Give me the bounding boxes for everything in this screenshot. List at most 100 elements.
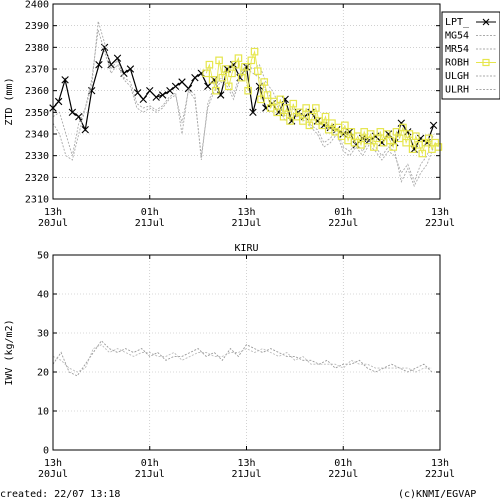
legend-marker (482, 58, 490, 67)
data-point (328, 119, 336, 127)
x-tick-label: 01h (141, 458, 159, 469)
series-0-line (52, 340, 433, 377)
data-point (312, 104, 320, 112)
data-point (215, 56, 223, 65)
data-point (126, 65, 135, 73)
x-tick-label: 22Jul (425, 469, 455, 480)
x-tick-label: 01h (334, 207, 352, 218)
data-point (283, 104, 291, 112)
data-point (139, 95, 147, 104)
x-tick-label: 13h (431, 458, 449, 469)
y-tick-label: 2360 (25, 86, 49, 97)
y-tick-label: 50 (37, 251, 49, 262)
legend-marker (482, 18, 490, 26)
data-point (54, 97, 63, 106)
data-point (184, 84, 193, 93)
y-tick-label: 0 (43, 446, 49, 457)
x-tick-label: 13h (237, 458, 255, 469)
data-point (299, 117, 307, 125)
x-tick-label: 20Jul (38, 469, 68, 480)
data-point (61, 76, 69, 84)
x-tick-label: 21Jul (231, 218, 261, 229)
x-tick-label: 22Jul (328, 469, 358, 480)
data-point (224, 82, 233, 91)
data-point (133, 89, 142, 97)
data-point (191, 73, 199, 82)
chart-title: KIRU (234, 243, 258, 254)
data-point (244, 86, 252, 95)
x-tick-label: 01h (334, 458, 352, 469)
data-point (262, 104, 270, 112)
y-tick-label: 2400 (25, 0, 49, 11)
legend-label: LPT_ (445, 17, 470, 28)
plot-frame (52, 3, 441, 200)
data-point (68, 108, 77, 117)
data-point (218, 73, 227, 82)
data-point (257, 95, 265, 104)
x-tick-label: 22Jul (328, 218, 358, 229)
y-axis-label: IWV (kg/m2) (4, 319, 15, 385)
y-tick-label: 2350 (25, 108, 49, 119)
x-tick-label: 01h (141, 207, 159, 218)
x-tick-label: 20Jul (38, 218, 68, 229)
mg54-line (52, 29, 435, 183)
data-point (260, 78, 269, 86)
data-point (263, 91, 272, 99)
y-tick-label: 20 (37, 368, 49, 379)
y-tick-label: 2380 (25, 43, 49, 54)
data-point (253, 67, 262, 75)
data-point (313, 117, 322, 125)
y-tick-label: 2340 (25, 130, 49, 141)
data-point (302, 104, 310, 112)
legend-label: MR54 (445, 44, 469, 55)
data-point (281, 95, 289, 104)
data-point (249, 108, 257, 117)
data-point (305, 121, 314, 130)
data-point (397, 119, 405, 127)
data-point (197, 69, 206, 78)
data-point (347, 128, 356, 136)
x-tick-label: 21Jul (231, 469, 261, 480)
data-point (152, 93, 160, 101)
data-point (237, 73, 246, 82)
data-point (429, 121, 438, 130)
legend-label: ROBH (445, 58, 469, 69)
data-point (205, 60, 214, 69)
data-point (202, 69, 210, 78)
data-point (434, 143, 443, 151)
data-point (370, 143, 378, 151)
data-point (171, 82, 180, 91)
data-point (250, 47, 259, 56)
data-point (107, 60, 115, 69)
mr54-line (52, 21, 435, 188)
x-tick-label: 22Jul (425, 218, 455, 229)
x-tick-label: 13h (44, 458, 62, 469)
data-point (402, 138, 410, 147)
legend-label: ULRH (445, 85, 469, 96)
data-point (366, 130, 375, 138)
y-tick-label: 30 (37, 329, 49, 340)
data-point (408, 145, 417, 153)
created-timestamp: created: 22/07 13:18 (0, 489, 120, 500)
iwv-plot: 0102030405013h20Jul01h21Jul13h21Jul01h22… (4, 243, 455, 480)
data-point (228, 69, 236, 78)
data-point (241, 63, 249, 71)
x-tick-label: 21Jul (135, 469, 165, 480)
data-point (204, 82, 212, 91)
data-point (412, 132, 420, 140)
data-point (321, 112, 330, 121)
y-axis-label: ZTD (mm) (4, 77, 15, 125)
credit-label: (c)KNMI/EGVAP (398, 489, 476, 500)
data-point (339, 130, 347, 138)
x-tick-label: 21Jul (135, 218, 165, 229)
series-1-line (52, 344, 432, 373)
data-point (357, 141, 365, 149)
data-point (208, 76, 217, 84)
data-point (81, 125, 89, 134)
y-tick-label: 2390 (25, 21, 49, 32)
legend-label: MG54 (445, 31, 469, 42)
x-tick-label: 13h (431, 207, 449, 218)
y-tick-label: 2310 (25, 195, 49, 206)
data-point (399, 123, 407, 132)
